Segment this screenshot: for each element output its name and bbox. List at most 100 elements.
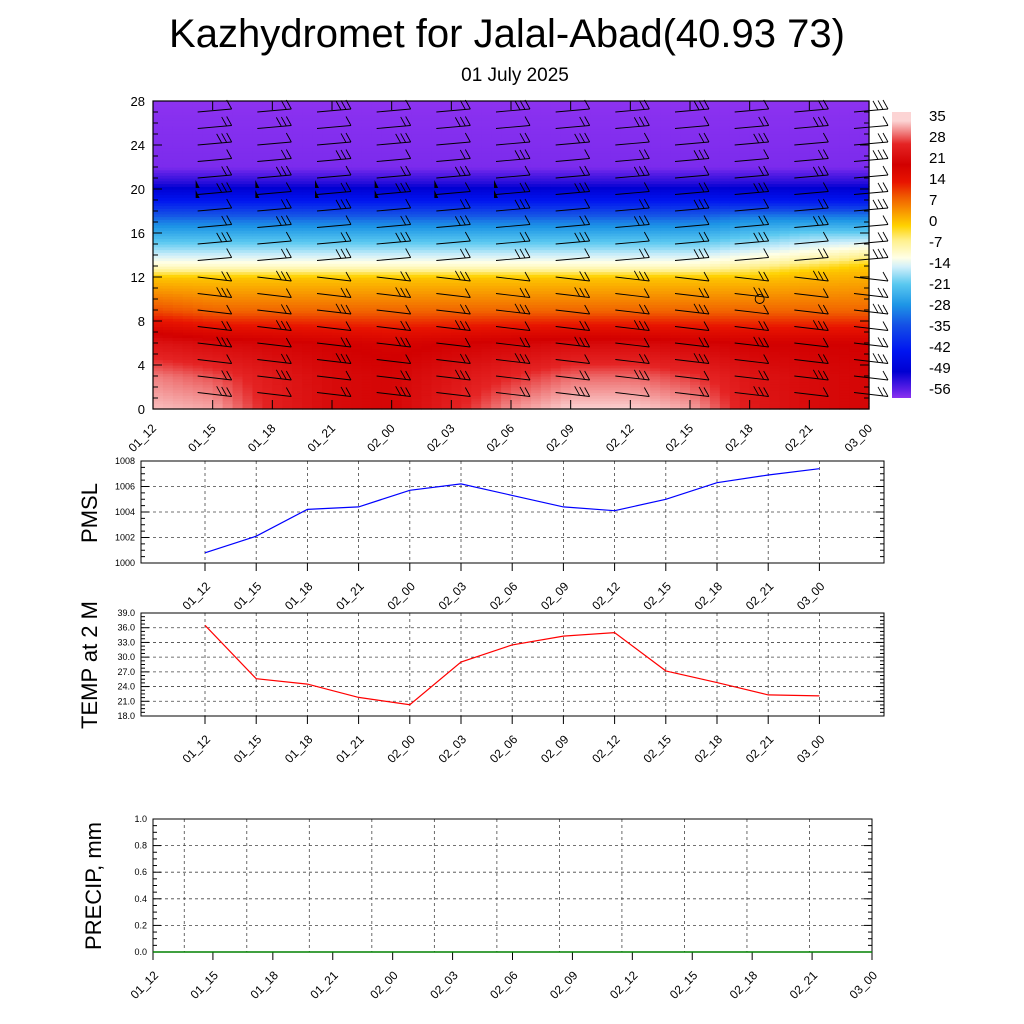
heat-cell	[859, 268, 870, 273]
heat-cell	[431, 238, 442, 242]
heat-cell	[162, 398, 174, 402]
heat-cell	[670, 227, 681, 231]
heat-cell	[640, 332, 651, 336]
heat-cell	[172, 332, 184, 336]
heat-cell	[739, 406, 751, 410]
heat-cell	[779, 321, 791, 325]
heat-cell	[719, 296, 731, 300]
heat-cell	[580, 326, 592, 330]
heat-cell	[411, 230, 423, 234]
heat-cell	[451, 332, 462, 336]
heat-cell	[381, 343, 393, 347]
heat-cell	[242, 246, 254, 251]
heat-cell	[272, 312, 283, 317]
heat-cell	[839, 321, 850, 325]
heat-cell	[620, 367, 631, 372]
heat-cell	[759, 246, 771, 251]
heat-cell	[272, 334, 283, 339]
heat-cell	[471, 337, 482, 341]
heat-cell	[719, 356, 731, 361]
heat-cell	[192, 367, 204, 372]
heat-cell	[849, 268, 860, 273]
heat-cell	[829, 282, 840, 286]
heat-cell	[421, 219, 433, 223]
heat-cell	[351, 370, 363, 374]
heat-cell	[162, 373, 174, 377]
heat-cell	[829, 384, 840, 388]
heat-cell	[799, 376, 810, 380]
heat-cell	[172, 277, 184, 281]
heat-cell	[501, 304, 512, 308]
heat-cell	[799, 301, 810, 306]
heat-cell	[461, 312, 472, 317]
heat-cell	[491, 290, 502, 295]
heat-cell	[520, 367, 532, 372]
heat-cell	[570, 395, 582, 399]
heat-cell	[292, 307, 303, 311]
heat-cell	[381, 290, 393, 295]
heat-cell	[322, 227, 333, 231]
heat-cell	[550, 255, 562, 259]
heat-cell	[202, 370, 214, 374]
heat-cell	[401, 345, 413, 350]
heat-cell	[769, 387, 781, 391]
heat-cell	[520, 310, 532, 314]
heat-cell	[829, 293, 840, 297]
heat-cell	[859, 290, 870, 295]
heat-cell	[680, 406, 691, 410]
heat-cell	[799, 307, 810, 311]
heat-cell	[341, 400, 353, 405]
heat-cell	[650, 326, 661, 330]
heat-cell	[590, 356, 602, 361]
heat-cell	[699, 340, 711, 344]
heat-cell	[680, 337, 691, 341]
heat-cell	[729, 356, 741, 361]
heat-cell	[660, 257, 671, 262]
heat-cell	[262, 356, 273, 361]
heat-cell	[312, 381, 323, 385]
heat-cell	[709, 274, 721, 278]
heat-cell	[451, 389, 462, 394]
heat-cell	[511, 241, 522, 245]
heat-cell	[530, 293, 542, 297]
heat-cell	[769, 359, 781, 363]
heat-cell	[461, 343, 472, 347]
heat-cell	[729, 244, 741, 248]
heat-cell	[699, 381, 711, 385]
heat-cell	[729, 337, 741, 341]
heat-cell	[421, 274, 433, 278]
heat-cell	[620, 354, 631, 358]
heat-cell	[232, 356, 244, 361]
heat-cell	[491, 395, 502, 399]
heat-cell	[829, 307, 840, 311]
heat-cell	[580, 282, 592, 286]
heat-cell	[411, 249, 423, 253]
heat-cell	[153, 395, 164, 399]
heat-cell	[421, 400, 433, 405]
heat-cell	[411, 268, 423, 273]
heat-cell	[252, 307, 263, 311]
heat-cell	[381, 244, 393, 248]
heat-cell	[709, 326, 721, 330]
heat-cell	[222, 367, 234, 372]
heat-cell	[491, 249, 502, 253]
heat-cell	[192, 299, 204, 303]
heat-cell	[799, 403, 810, 407]
heat-cell	[272, 378, 283, 383]
heat-cell	[829, 238, 840, 242]
heat-cell	[322, 343, 333, 347]
heat-cell	[153, 263, 164, 267]
heat-cell	[312, 288, 323, 292]
heat-cell	[242, 395, 254, 399]
heat-cell	[202, 249, 214, 253]
heat-cell	[302, 332, 313, 336]
heat-cell	[590, 373, 602, 377]
heat-cell	[660, 329, 671, 333]
heat-cell	[859, 246, 870, 251]
heat-cell	[381, 337, 393, 341]
heat-cell	[580, 235, 592, 240]
heat-cell	[580, 263, 592, 267]
heat-cell	[292, 274, 303, 278]
heat-cell	[351, 332, 363, 336]
heat-cell	[202, 406, 214, 410]
